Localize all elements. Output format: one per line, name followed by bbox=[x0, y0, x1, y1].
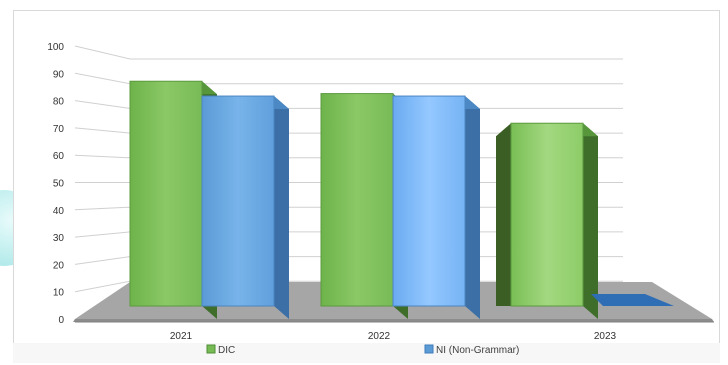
legend: DIC NI (Non-Grammar) bbox=[206, 344, 519, 356]
bar-dic-2021 bbox=[129, 80, 203, 307]
y-tick-label: 70 bbox=[53, 124, 65, 135]
bar-side-left-dic-2023 bbox=[496, 123, 511, 306]
gridline-side bbox=[74, 231, 131, 238]
x-axis: 2021 2022 2023 bbox=[170, 331, 617, 342]
x-tick-label: 2021 bbox=[170, 331, 193, 342]
bar-ni-2022 bbox=[392, 95, 466, 307]
gridline-side bbox=[74, 72, 131, 85]
gridline-side bbox=[74, 154, 131, 159]
y-tick-label: 20 bbox=[53, 260, 65, 271]
legend-swatch-dic bbox=[206, 344, 216, 354]
y-tick-label: 40 bbox=[53, 206, 65, 217]
floor-edge bbox=[73, 319, 714, 322]
bar-dic-2023 bbox=[510, 122, 584, 307]
bar-ni-2023 bbox=[591, 294, 674, 306]
gridline-side bbox=[74, 280, 131, 293]
x-tick-label: 2022 bbox=[368, 331, 391, 342]
gridline-side bbox=[74, 256, 131, 265]
bar-ni-2021 bbox=[201, 95, 275, 307]
y-tick-label: 30 bbox=[53, 233, 65, 244]
x-tick-label: 2023 bbox=[594, 331, 617, 342]
y-tick-label: 90 bbox=[53, 69, 65, 80]
y-tick-label: 100 bbox=[47, 42, 64, 53]
bar-side-dic-2023 bbox=[583, 123, 598, 319]
y-tick-label: 50 bbox=[53, 179, 65, 190]
y-axis: 0 10 20 30 40 50 60 70 80 90 100 bbox=[47, 42, 64, 326]
gridline-side bbox=[74, 127, 131, 134]
gridline-side bbox=[74, 100, 131, 109]
legend-label-ni: NI (Non-Grammar) bbox=[436, 345, 519, 356]
legend-background bbox=[13, 343, 720, 363]
legend-label-dic: DIC bbox=[218, 345, 235, 356]
bar-dic-2022 bbox=[320, 93, 394, 307]
bar-side-ni-2021 bbox=[274, 96, 289, 319]
legend-swatch-ni bbox=[424, 344, 434, 354]
gridline-side bbox=[74, 206, 131, 211]
y-tick-label: 80 bbox=[53, 97, 65, 108]
y-tick-label: 60 bbox=[53, 151, 65, 162]
y-tick-label: 10 bbox=[53, 288, 65, 299]
gridline-side bbox=[74, 45, 131, 60]
bars bbox=[129, 80, 674, 319]
bar-side-ni-2022 bbox=[465, 96, 480, 319]
y-tick-label: 0 bbox=[58, 315, 64, 326]
